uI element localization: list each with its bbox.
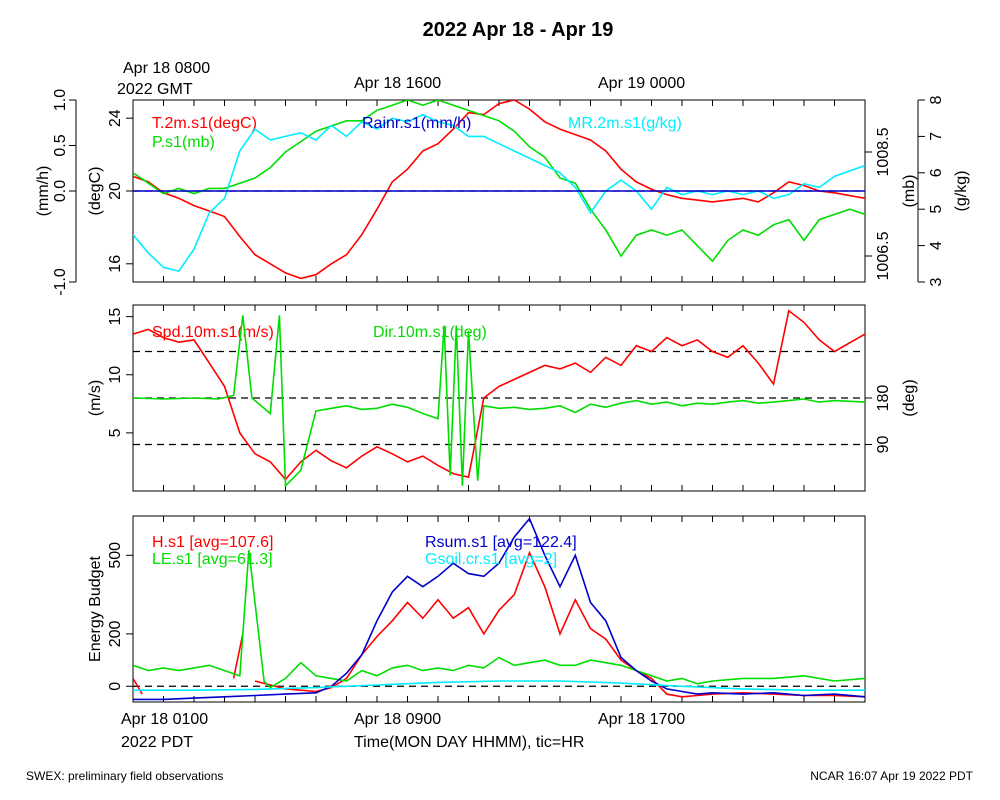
axis-label-mr: (g/kg): [953, 171, 970, 212]
legend-entry-top-0: T.2m.s1(degC): [152, 115, 257, 132]
y-tick-label-temp: 20: [107, 182, 124, 200]
series-line-top-1: [133, 100, 865, 263]
panel-middle: 15 10 5 (m/s) 180 90 (deg) Spd.10m.s1(m/s) Dir.1…: [87, 304, 918, 492]
x-axis-label: Time(MON DAY HHMM), tic=HR: [354, 734, 584, 751]
axis-label-temp: (degC): [87, 167, 104, 216]
series-line-middle-1: [133, 315, 865, 488]
bottom-axis-tick-2: Apr 18 0900: [354, 711, 441, 728]
bottom-axis-tick-1: Apr 18 0100: [121, 711, 208, 728]
y-tick-label-rain: 0.0: [52, 180, 69, 202]
bottom-axis-sub: 2022 PDT: [121, 734, 193, 751]
panel-bottom: 500 200 0 Energy Budget H.s1 [avg=107.6]LE.s…: [87, 515, 866, 703]
axis-label-dir: (deg): [901, 379, 918, 416]
legend-entry-bottom-0: H.s1 [avg=107.6]: [152, 534, 273, 551]
y-tick-label-pres: 1008.5: [875, 127, 892, 176]
series-line-bottom-5: [133, 680, 865, 692]
axis-label-rain: (mm/h): [35, 166, 52, 217]
y-tick-label-spd: 10: [107, 366, 124, 384]
series-line-middle-0: [133, 309, 865, 481]
y-tick-label-eb: 200: [107, 620, 124, 647]
y-tick-label-pres: 1006.5: [875, 231, 892, 280]
legend-entry-middle-1: Dir.10m.s1(deg): [373, 324, 487, 341]
y-tick-label-mr: 4: [928, 241, 945, 250]
chart-title: 2022 Apr 18 - Apr 19: [423, 19, 614, 41]
legend-entry-top-3: Rainr.s1(mm/h): [362, 115, 471, 132]
y-tick-label-rain: 0.5: [52, 134, 69, 156]
legend-entry-top-1: P.s1(mb): [152, 134, 215, 151]
series-line-bottom-4: [133, 517, 865, 701]
y-tick-label-mr: 7: [928, 132, 945, 141]
y-tick-label-rain: 1.0: [52, 89, 69, 111]
y-tick-label-rain: -1.0: [52, 268, 69, 296]
axis-label-spd: (m/s): [87, 380, 104, 416]
footer-right: NCAR 16:07 Apr 19 2022 PDT: [810, 769, 973, 783]
legend-entry-top-2: MR.2m.s1(g/kg): [568, 115, 682, 132]
panels-group: 1.00.50.0-1.0(mm/h)242016(degC)1008.5100…: [35, 89, 970, 703]
legend-entry-bottom-3: Gsoil.cr.s1 [avg=2]: [425, 551, 557, 568]
y-tick-label-spd: 15: [107, 308, 124, 326]
axis-label-eb: Energy Budget: [87, 556, 104, 662]
y-tick-label-dir: 90: [875, 436, 892, 454]
y-tick-label-mr: 3: [928, 277, 945, 286]
legend-entry-middle-0: Spd.10m.s1(m/s): [152, 324, 274, 341]
y-tick-label-eb: 0: [107, 682, 124, 691]
y-tick-label-temp: 16: [107, 255, 124, 273]
y-tick-label-mr: 8: [928, 95, 945, 104]
top-axis-sub: 2022 GMT: [117, 81, 193, 98]
footer-left: SWEX: preliminary field observations: [26, 769, 223, 783]
panel-top: 1.0 0.5 0.0 -1.0 (mm/h) 24 20 16 (degC) 1008.5 100…: [35, 89, 970, 296]
top-axis-tick-3: Apr 19 0000: [598, 75, 685, 92]
y-tick-label-mr: 5: [928, 205, 945, 214]
series-line-bottom-0: [133, 677, 143, 695]
top-axis-tick-2: Apr 18 1600: [354, 75, 441, 92]
y-tick-label-dir: 180: [875, 385, 892, 412]
bottom-axis-tick-3: Apr 18 1700: [598, 711, 685, 728]
series-line-top-0: [133, 100, 865, 280]
axis-label-pres: (mb): [901, 175, 918, 208]
y-tick-label-eb: 500: [107, 542, 124, 569]
series-line-bottom-1: [232, 633, 244, 679]
legend-entry-bottom-1: LE.s1 [avg=61.3]: [152, 551, 273, 568]
series-line-bottom-3: [133, 550, 865, 689]
y-tick-label-spd: 5: [107, 428, 124, 437]
legend-entry-bottom-2: Rsum.s1 [avg=122.4]: [425, 534, 577, 551]
top-axis-tick-1: Apr 18 0800: [123, 60, 210, 77]
y-tick-label-mr: 6: [928, 168, 945, 177]
y-tick-label-temp: 24: [107, 109, 124, 127]
